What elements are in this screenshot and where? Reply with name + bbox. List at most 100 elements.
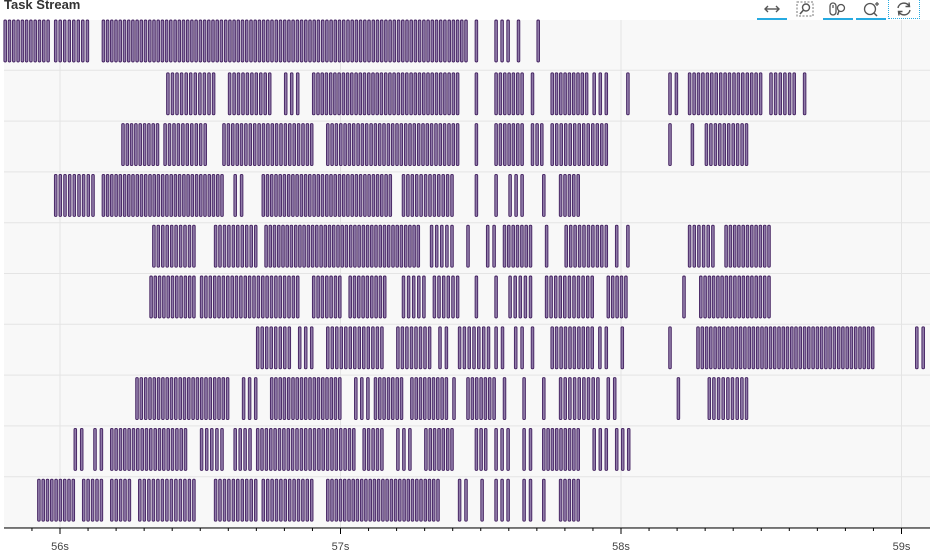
task-bar[interactable] [386, 377, 391, 421]
task-bar[interactable] [198, 123, 203, 167]
task-span[interactable] [311, 275, 342, 319]
task-bar[interactable] [248, 427, 252, 471]
task-bar[interactable] [731, 123, 735, 167]
task-span[interactable] [362, 427, 384, 471]
task-bar[interactable] [260, 326, 264, 370]
task-bar[interactable] [750, 275, 754, 319]
task-bar[interactable] [568, 326, 572, 370]
task-bar[interactable] [437, 275, 441, 319]
task-bar[interactable] [198, 72, 202, 116]
task-bar[interactable] [241, 72, 245, 116]
task-bar[interactable] [582, 377, 586, 421]
task-bar[interactable] [264, 427, 269, 471]
task-bar[interactable] [277, 427, 282, 471]
task-bar[interactable] [325, 173, 329, 217]
task-bar[interactable] [408, 224, 412, 268]
task-bar[interactable] [372, 478, 377, 522]
task-bar[interactable] [409, 19, 413, 63]
task-bar[interactable] [236, 19, 241, 63]
task-bar[interactable] [451, 123, 456, 167]
task-bar[interactable] [199, 427, 204, 471]
task-bar[interactable] [740, 123, 744, 167]
task-bar[interactable] [301, 123, 305, 167]
task-span[interactable] [502, 224, 533, 268]
task-bar[interactable] [183, 478, 187, 522]
task-bar[interactable] [269, 377, 274, 421]
task-bar[interactable] [371, 173, 376, 217]
task-span[interactable] [724, 224, 771, 268]
task-bar[interactable] [401, 173, 406, 217]
task-bar[interactable] [183, 224, 187, 268]
task-bar[interactable] [798, 326, 803, 370]
task-bar[interactable] [542, 173, 546, 217]
task-bar[interactable] [373, 377, 378, 421]
task-bar[interactable] [160, 173, 165, 217]
task-bar[interactable] [758, 275, 763, 319]
task-bar[interactable] [794, 326, 798, 370]
task-bar[interactable] [260, 427, 264, 471]
task-bar[interactable] [426, 19, 430, 63]
task-bar[interactable] [187, 377, 191, 421]
task-bar[interactable] [520, 224, 524, 268]
task-bar[interactable] [253, 478, 258, 522]
task-bar[interactable] [494, 123, 498, 167]
task-bar[interactable] [299, 427, 304, 471]
task-bar[interactable] [720, 275, 724, 319]
task-bar[interactable] [227, 478, 231, 522]
task-bar[interactable] [700, 326, 705, 370]
task-bar[interactable] [567, 478, 572, 522]
task-bar[interactable] [292, 123, 296, 167]
task-bar[interactable] [367, 173, 371, 217]
task-bar[interactable] [462, 326, 467, 370]
task-bar[interactable] [522, 377, 526, 421]
task-span[interactable] [536, 19, 540, 63]
task-bar[interactable] [138, 478, 142, 522]
task-span[interactable] [138, 478, 196, 522]
task-span[interactable] [474, 427, 488, 471]
task-bar[interactable] [768, 326, 773, 370]
task-bar[interactable] [474, 377, 479, 421]
task-bar[interactable] [434, 19, 439, 63]
task-bar[interactable] [178, 377, 182, 421]
task-bar[interactable] [152, 173, 156, 217]
task-bar[interactable] [762, 275, 767, 319]
task-bar[interactable] [308, 19, 312, 63]
task-bar[interactable] [726, 377, 730, 421]
task-bar[interactable] [550, 72, 554, 116]
task-span[interactable] [93, 427, 104, 471]
task-bar[interactable] [291, 377, 295, 421]
task-bar[interactable] [457, 326, 462, 370]
task-bar[interactable] [316, 275, 320, 319]
task-span[interactable] [396, 427, 412, 471]
task-bar[interactable] [191, 377, 195, 421]
task-bar[interactable] [732, 224, 737, 268]
task-bar[interactable] [118, 19, 122, 63]
task-bar[interactable] [571, 72, 576, 116]
task-bar[interactable] [131, 173, 135, 217]
task-bar[interactable] [99, 427, 104, 471]
task-bar[interactable] [334, 478, 339, 522]
task-bar[interactable] [286, 377, 291, 421]
task-bar[interactable] [162, 275, 166, 319]
task-bar[interactable] [620, 326, 625, 370]
task-bar[interactable] [156, 19, 160, 63]
task-bar[interactable] [190, 123, 194, 167]
task-bar[interactable] [455, 72, 460, 116]
task-bar[interactable] [737, 224, 741, 268]
task-span[interactable] [424, 427, 454, 471]
task-bar[interactable] [188, 72, 193, 116]
task-span[interactable] [222, 123, 314, 167]
task-bar[interactable] [139, 377, 144, 421]
task-bar[interactable] [123, 427, 127, 471]
task-bar[interactable] [281, 224, 285, 268]
task-bar[interactable] [668, 326, 672, 370]
task-bar[interactable] [274, 377, 278, 421]
task-bar[interactable] [306, 224, 311, 268]
task-bar[interactable] [365, 275, 370, 319]
task-bar[interactable] [366, 326, 371, 370]
task-bar[interactable] [140, 427, 144, 471]
task-bar[interactable] [167, 123, 172, 167]
task-bar[interactable] [419, 478, 423, 522]
task-bar[interactable] [126, 19, 131, 63]
task-bar[interactable] [20, 19, 25, 63]
